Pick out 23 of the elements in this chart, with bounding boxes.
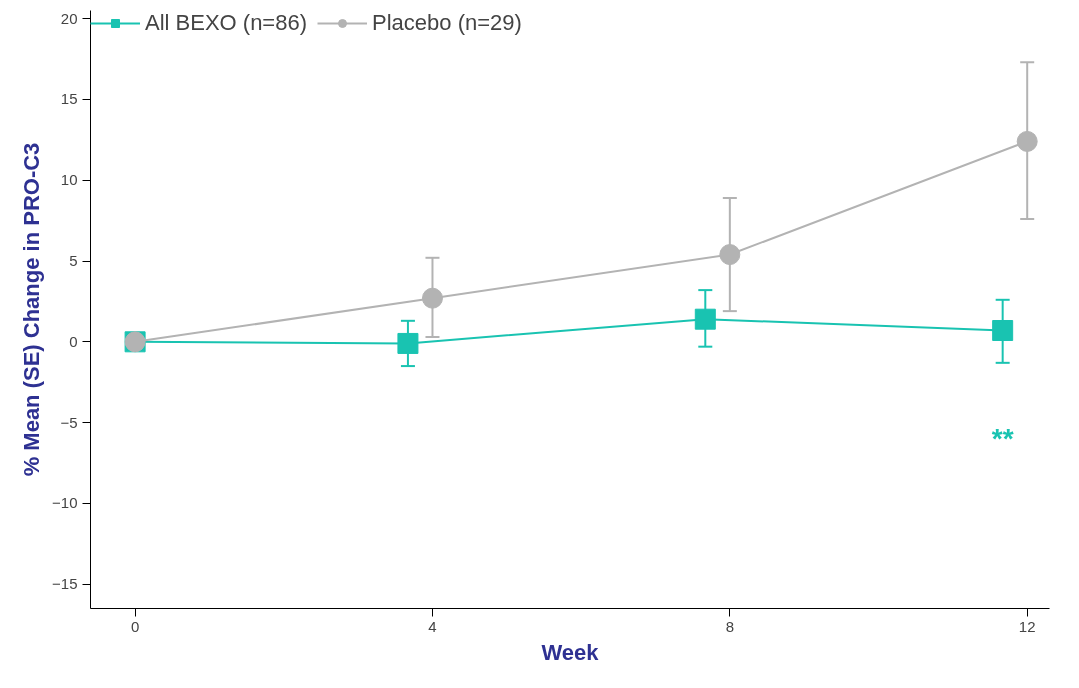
legend-label: Placebo (n=29): [372, 10, 522, 36]
x-tick-label: 12: [1018, 617, 1036, 635]
legend-label: All BEXO (n=86): [145, 10, 308, 36]
x-tick-label: 4: [428, 617, 437, 635]
y-tick-label: 15: [60, 90, 78, 108]
point: [421, 287, 443, 309]
point: [694, 308, 716, 330]
point: [1016, 130, 1038, 152]
y-tick-label: 20: [60, 9, 78, 27]
y-tick-label: 10: [60, 171, 78, 189]
y-axis-title: % Mean (SE) Change in PRO-C3: [19, 142, 45, 477]
y-tick-label: 0: [69, 332, 78, 350]
x-tick-label: 8: [725, 617, 735, 635]
y-tick-label: −5: [60, 413, 78, 431]
y-tick-label: 5: [69, 252, 78, 270]
y-tick-label: −15: [52, 575, 78, 593]
x-tick-label: 0: [130, 617, 140, 635]
y-tick-label: −10: [52, 494, 78, 512]
point: [397, 332, 419, 354]
x-axis-title: Week: [541, 639, 600, 665]
annotation: **: [991, 423, 1014, 454]
point: [719, 244, 741, 266]
point: [992, 320, 1014, 342]
